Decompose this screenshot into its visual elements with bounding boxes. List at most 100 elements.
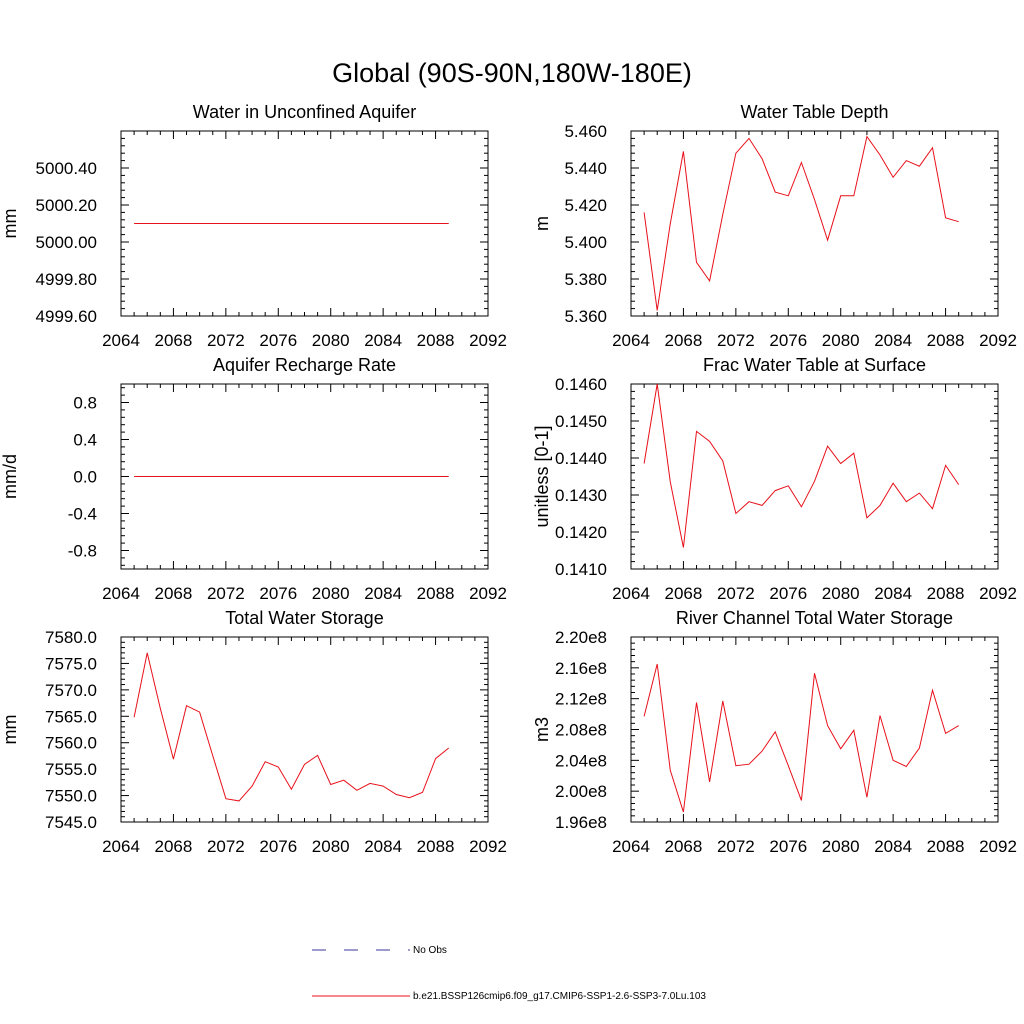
x-tick-label: 2068 [665,837,703,856]
x-tick-label: 2088 [417,331,455,350]
x-tick-label: 2088 [927,837,965,856]
y-tick-label: 2.16e8 [555,659,607,678]
x-tick-label: 2068 [155,837,193,856]
y-tick-label: 7580.0 [45,628,97,647]
series-line [643,135,959,311]
y-tick-label: 2.20e8 [555,628,607,647]
legend-label-no-obs: No Obs [413,945,447,956]
x-tick-label: 2076 [259,331,297,350]
y-tick-label: 5.400 [564,233,607,252]
x-tick-label: 2084 [874,331,912,350]
figure-title: Global (90S-90N,180W-180E) [332,58,692,88]
panel-1: 2064 2068 2072 2076 2080 2084 2088 2092 4999.60 4… [0,102,507,350]
y-tick-label: 0.1450 [555,412,607,431]
x-tick-label: 2092 [469,584,507,603]
x-tick-label: 2092 [979,331,1017,350]
x-tick-label: 2068 [665,584,703,603]
y-tick-label: 2.00e8 [555,782,607,801]
y-tick-label: 5.460 [564,122,607,141]
y-tick-label: 1.96e8 [555,813,607,832]
x-tick-label: 2072 [717,837,755,856]
x-tick-label: 2064 [612,584,650,603]
y-tick-label: 0.1410 [555,560,607,579]
y-tick-label: -0.8 [68,542,97,561]
y-tick-label: 5000.40 [36,159,97,178]
x-tick-label: 2076 [769,584,807,603]
y-axis-label: mm [0,715,20,745]
x-tick-label: 2084 [364,331,402,350]
x-tick-label: 2072 [717,331,755,350]
y-tick-label: 7560.0 [45,734,97,753]
x-tick-label: 2084 [874,837,912,856]
y-tick-label: 0.1420 [555,523,607,542]
x-tick-label: 2064 [102,837,140,856]
panel-title: Water Table Depth [740,102,888,122]
x-tick-label: 2072 [207,837,245,856]
x-tick-label: 2088 [927,331,965,350]
series-line [643,383,960,548]
y-tick-label: 5.420 [564,196,607,215]
y-tick-label: 5.380 [564,270,607,289]
x-tick-label: 2084 [364,837,402,856]
panel-3: 2064 2068 2072 2076 2080 2084 2088 2092 -0.8 -0.4… [0,355,507,603]
y-tick-label: 7570.0 [45,681,97,700]
panel-title: River Channel Total Water Storage [676,608,953,628]
y-tick-label: 0.4 [73,431,97,450]
x-tick-label: 2080 [312,584,350,603]
panel-5: 2064 2068 2072 2076 2080 2084 2088 2092 7545.0 75… [0,608,507,856]
x-tick-label: 2088 [417,837,455,856]
y-tick-label: 2.08e8 [555,721,607,740]
y-tick-label: 2.12e8 [555,690,607,709]
x-tick-label: 2084 [874,584,912,603]
y-tick-label: 4999.60 [36,307,97,326]
x-tick-label: 2092 [469,837,507,856]
y-tick-label: 4999.80 [36,270,97,289]
y-tick-label: 7550.0 [45,787,97,806]
x-tick-label: 2080 [312,837,350,856]
x-tick-label: 2084 [364,584,402,603]
x-tick-label: 2092 [979,837,1017,856]
y-axis-label: unitless [0-1] [532,425,552,527]
x-tick-label: 2068 [665,331,703,350]
x-tick-label: 2088 [927,584,965,603]
y-tick-label: 5.440 [564,159,607,178]
y-tick-label: 7565.0 [45,707,97,726]
panel-4: 2064 2068 2072 2076 2080 2084 2088 2092 0.1410 0.… [532,355,1017,603]
x-tick-label: 2080 [822,837,860,856]
y-tick-label: 0.1430 [555,486,607,505]
x-tick-label: 2072 [207,584,245,603]
series-line [133,652,450,802]
x-tick-label: 2076 [259,584,297,603]
x-tick-label: 2068 [155,584,193,603]
x-tick-label: 2088 [417,584,455,603]
y-tick-label: 0.0 [73,468,97,487]
y-tick-label: 7555.0 [45,760,97,779]
panel-2: 2064 2068 2072 2076 2080 2084 2088 2092 5.360 5.3… [532,102,1017,350]
panel-6: 2064 2068 2072 2076 2080 2084 2088 2092 1.96e8 2.… [532,608,1017,856]
x-tick-label: 2076 [769,837,807,856]
y-tick-label: 7545.0 [45,813,97,832]
panel-title: Aquifer Recharge Rate [213,355,396,375]
y-axis-label: m [532,216,552,231]
x-tick-label: 2092 [979,584,1017,603]
y-axis-label: mm/d [0,454,20,499]
y-tick-label: 5000.20 [36,196,97,215]
y-tick-label: -0.4 [68,505,97,524]
y-axis-label: m3 [532,717,552,742]
series-line [643,663,959,813]
legend-label-model: b.e21.BSSP126cmip6.f09_g17.CMIP6-SSP1-2.… [413,991,706,1002]
y-tick-label: 5.360 [564,307,607,326]
x-tick-label: 2080 [822,584,860,603]
x-tick-label: 2080 [822,331,860,350]
x-tick-label: 2064 [612,331,650,350]
x-tick-label: 2064 [102,584,140,603]
panel-title: Frac Water Table at Surface [703,355,926,375]
x-tick-label: 2072 [717,584,755,603]
y-axis-label: mm [0,209,20,239]
x-tick-label: 2064 [612,837,650,856]
x-tick-label: 2080 [312,331,350,350]
x-tick-label: 2068 [155,331,193,350]
panel-title: Total Water Storage [225,608,383,628]
y-tick-label: 5000.00 [36,233,97,252]
